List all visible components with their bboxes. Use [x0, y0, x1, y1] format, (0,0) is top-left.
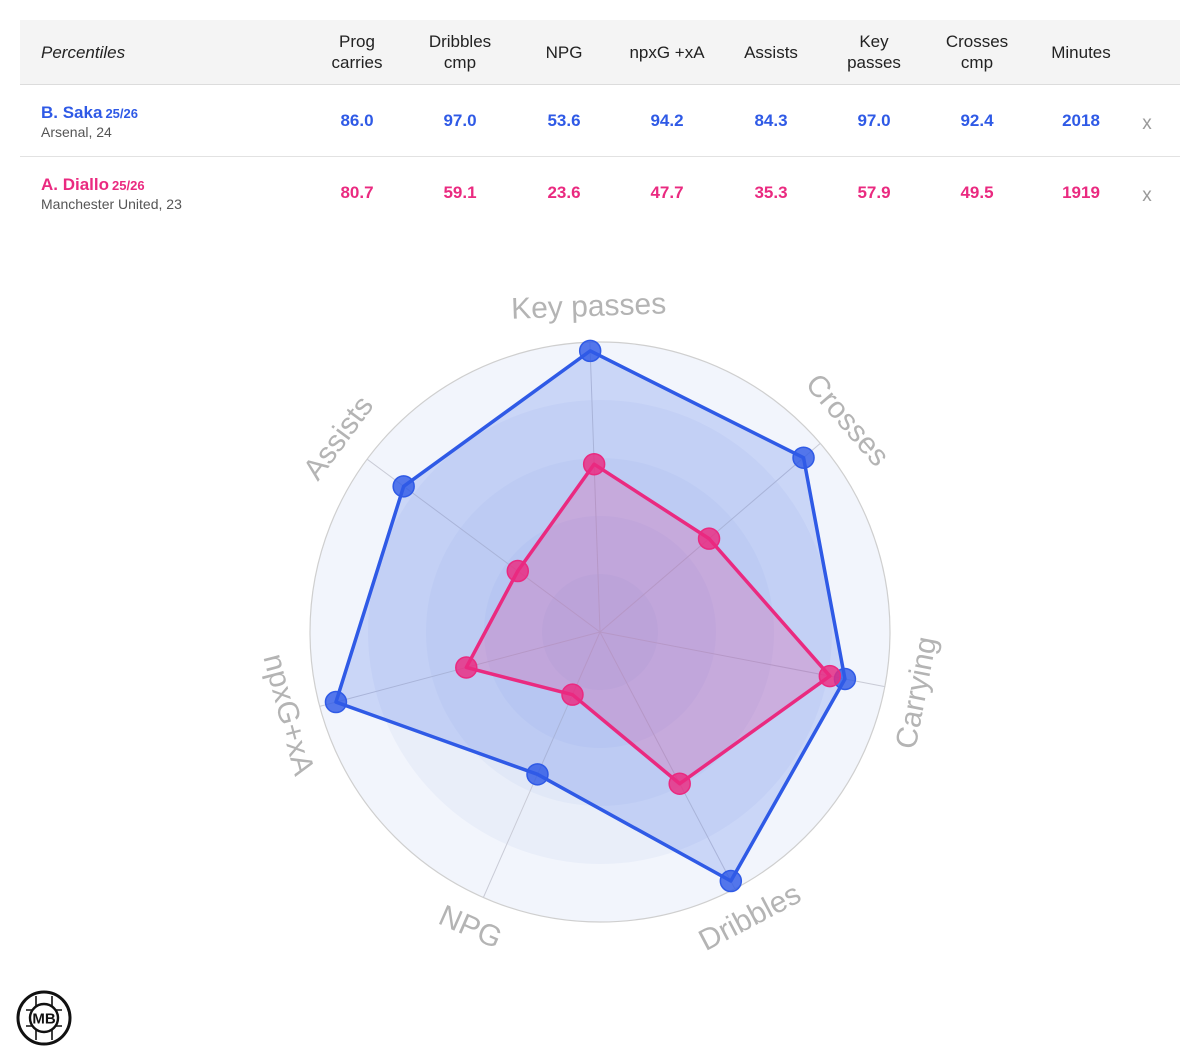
- player-meta: Arsenal, 24: [41, 124, 112, 140]
- value-cell: 92.4: [960, 110, 994, 130]
- player-meta: Manchester United, 23: [41, 196, 182, 212]
- value-cell: 59.1: [443, 182, 477, 202]
- column-header: Dribbles cmp: [428, 32, 492, 72]
- table-row: B. Saka 25/26 Arsenal, 24 86.0 97.0 53.6 94.2 8…: [20, 85, 1180, 157]
- column-header: Assists: [744, 42, 798, 62]
- column-header: npxG +xA: [629, 42, 705, 62]
- data-point: [582, 452, 606, 476]
- data-point: [719, 869, 743, 893]
- value-cell: 57.9: [857, 182, 891, 202]
- header-percentiles: Percentiles: [41, 42, 126, 62]
- grid-spoke: [599, 631, 736, 889]
- remove-player-button[interactable]: x: [1142, 112, 1152, 134]
- series-area: [334, 349, 847, 883]
- column-header: Crosses cmp: [945, 32, 1009, 72]
- player-name[interactable]: A. Diallo: [41, 175, 110, 194]
- value-cell: 35.3: [754, 182, 788, 202]
- table-body: B. Saka 25/26 Arsenal, 24 86.0 97.0 53.6 94.2 8…: [20, 85, 1180, 228]
- data-point: [455, 656, 478, 679]
- column-header: Prog carries: [331, 32, 383, 72]
- value-cell: 2018: [1062, 110, 1100, 130]
- percentile-table: Percentiles Prog carries Dribbles cmp NPG n…: [20, 20, 1180, 228]
- data-point: [668, 772, 691, 795]
- value-cell: 86.0: [340, 110, 374, 130]
- series-area: [464, 462, 832, 786]
- data-point: [578, 339, 602, 363]
- player-info: A. Diallo 25/26 Manchester United, 23: [41, 175, 182, 212]
- value-cell: 97.0: [443, 110, 477, 130]
- column-header: NPG: [545, 42, 583, 62]
- data-point: [324, 690, 348, 714]
- axis-label: NPG: [434, 899, 507, 955]
- data-point: [561, 683, 584, 706]
- value-cell: 94.2: [650, 110, 684, 130]
- grid-outer-ring: [309, 341, 891, 923]
- data-point: [818, 664, 842, 688]
- value-cell: 47.7: [650, 182, 684, 202]
- data-point: [792, 446, 815, 469]
- mb-logo-icon: MB: [16, 990, 72, 1046]
- player-info: B. Saka 25/26 Arsenal, 24: [41, 103, 138, 140]
- mb-logo: MB: [16, 990, 72, 1051]
- logo-text: MB: [32, 1011, 55, 1028]
- table-header: Percentiles Prog carries Dribbles cmp NPG n…: [20, 20, 1180, 85]
- radar-chart: Key passesCrossesCarryingDribblesNPGnpxG…: [256, 287, 944, 957]
- axis-label: npxG+xA: [256, 650, 320, 779]
- table-row: A. Diallo 25/26 Manchester United, 23 80.7 5…: [20, 157, 1180, 228]
- column-header: Key passes: [847, 32, 901, 72]
- player-name[interactable]: B. Saka: [41, 103, 103, 122]
- remove-player-button[interactable]: x: [1142, 184, 1152, 206]
- data-point: [392, 475, 415, 498]
- value-cell: 80.7: [340, 182, 374, 202]
- player-season: 25/26: [112, 178, 145, 193]
- value-cell: 53.6: [547, 110, 581, 130]
- axis-label: Carrying: [890, 634, 944, 752]
- value-cell: 84.3: [754, 110, 788, 130]
- value-cell: 1919: [1062, 182, 1100, 202]
- player-season: 25/26: [105, 106, 138, 121]
- data-point: [697, 527, 721, 550]
- column-header: Minutes: [1051, 42, 1111, 62]
- value-cell: 97.0: [857, 110, 891, 130]
- data-point: [506, 559, 530, 583]
- grid-spoke: [589, 342, 601, 633]
- value-cell: 49.5: [960, 182, 994, 202]
- axis-label: Key passes: [511, 287, 667, 325]
- value-cell: 23.6: [547, 182, 581, 202]
- data-point: [526, 763, 549, 786]
